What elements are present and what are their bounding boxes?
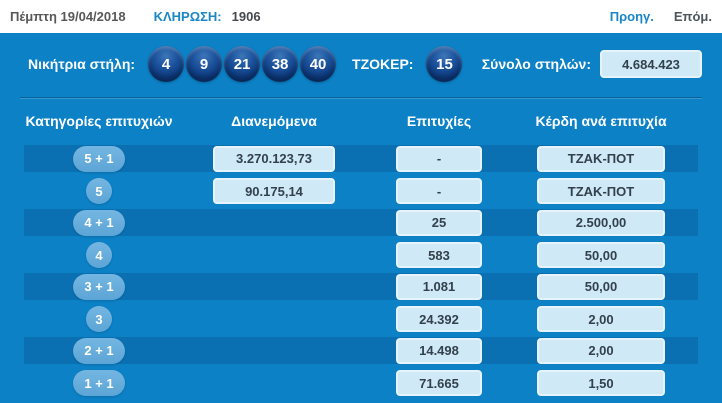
category-cell: 3 xyxy=(24,306,174,332)
column-header: Κέρδη ανά επιτυχία xyxy=(535,113,667,129)
table-row: 3 24.392 2,00 xyxy=(24,303,698,335)
winners-cell: - xyxy=(374,178,504,204)
draw-date: Πέμπτη 19/04/2018 xyxy=(10,9,126,24)
table-row: 5 + 1 3.270.123,73 - ΤΖΑΚ-ΠΟΤ xyxy=(24,143,698,175)
draw-navigation: Προηγ. Επόμ. xyxy=(610,9,712,24)
winners-value: 71.665 xyxy=(396,370,482,396)
winners-cell: 25 xyxy=(374,209,504,236)
category-badge: 5 xyxy=(86,178,112,204)
winners-cell: 583 xyxy=(374,242,504,268)
table-row: 3 + 1 1.081 50,00 xyxy=(24,271,698,303)
draw-label: ΚΛΗΡΩΣΗ: xyxy=(153,9,222,24)
category-badge: 3 + 1 xyxy=(73,273,125,300)
prize-value: 2.500,00 xyxy=(537,209,665,236)
category-cell: 4 + 1 xyxy=(24,209,174,236)
winners-value: 583 xyxy=(396,242,482,268)
header-divider xyxy=(20,97,702,99)
distributed-cell: 3.270.123,73 xyxy=(174,145,374,172)
prize-cell: 1,50 xyxy=(504,370,698,396)
prize-value: 1,50 xyxy=(537,370,665,396)
table-row: 2 + 1 14.498 2,00 xyxy=(24,335,698,367)
distributed-cell: 90.175,14 xyxy=(174,178,374,204)
category-cell: 3 + 1 xyxy=(24,273,174,300)
winning-number-ball: 21 xyxy=(224,46,261,82)
category-cell: 5 xyxy=(24,178,174,204)
distributed-value: 3.270.123,73 xyxy=(213,145,335,172)
winners-cell: 24.392 xyxy=(374,306,504,332)
prize-value: ΤΖΑΚ-ΠΟΤ xyxy=(537,145,665,172)
category-badge: 2 + 1 xyxy=(73,337,125,364)
prize-cell: 2,00 xyxy=(504,306,698,332)
prize-value: 2,00 xyxy=(537,337,665,364)
column-header: Επιτυχίες xyxy=(406,113,472,129)
results-panel: Νικήτρια στήλη: 4 9 21 38 40 ΤΖΟΚΕΡ: 15 Σύνο… xyxy=(0,33,722,403)
winning-column-label: Νικήτρια στήλη: xyxy=(28,56,136,72)
winners-value: - xyxy=(396,145,482,172)
winning-numbers: 4 9 21 38 40 xyxy=(148,46,337,82)
winners-cell: - xyxy=(374,145,504,172)
total-columns: Σύνολο στηλών: 4.684.423 xyxy=(482,50,702,78)
winners-value: 25 xyxy=(396,209,482,236)
table-row: 5 90.175,14 - ΤΖΑΚ-ΠΟΤ xyxy=(24,175,698,207)
prize-cell: 50,00 xyxy=(504,273,698,300)
category-cell: 1 + 1 xyxy=(24,370,174,396)
winners-value: 14.498 xyxy=(396,337,482,364)
category-badge: 1 + 1 xyxy=(73,370,125,396)
winners-cell: 1.081 xyxy=(374,273,504,300)
winning-number-ball: 40 xyxy=(300,46,337,82)
column-header: Διανεμόμενα xyxy=(231,113,317,129)
draw-info: Πέμπτη 19/04/2018 ΚΛΗΡΩΣΗ: 1906 xyxy=(10,9,261,24)
previous-draw-link[interactable]: Προηγ. xyxy=(609,9,654,24)
prize-value: 2,00 xyxy=(537,306,665,332)
next-draw-link[interactable]: Επόμ. xyxy=(673,9,712,24)
category-badge: 4 xyxy=(86,242,112,268)
category-cell: 2 + 1 xyxy=(24,337,174,364)
table-header: Κατηγορίες επιτυχιών Διανεμόμενα Επιτυχίες… xyxy=(24,106,698,136)
category-badge: 4 + 1 xyxy=(73,209,125,236)
prize-value: ΤΖΑΚ-ΠΟΤ xyxy=(537,178,665,204)
table-row: 1 + 1 71.665 1,50 xyxy=(24,367,698,399)
prize-value: 50,00 xyxy=(537,242,665,268)
prize-cell: 2,00 xyxy=(504,337,698,364)
prize-cell: 50,00 xyxy=(504,242,698,268)
prize-cell: ΤΖΑΚ-ΠΟΤ xyxy=(504,145,698,172)
category-badge: 3 xyxy=(86,306,112,332)
draw-number: 1906 xyxy=(231,9,261,24)
prize-value: 50,00 xyxy=(537,273,665,300)
winners-cell: 14.498 xyxy=(374,337,504,364)
distributed-value: 90.175,14 xyxy=(213,178,335,204)
prize-cell: ΤΖΑΚ-ΠΟΤ xyxy=(504,178,698,204)
category-cell: 5 + 1 xyxy=(24,145,174,172)
winning-numbers-row: Νικήτρια στήλη: 4 9 21 38 40 ΤΖΟΚΕΡ: 15 Σύνο… xyxy=(0,33,722,82)
winners-value: - xyxy=(396,178,482,204)
results-table: 5 + 1 3.270.123,73 - ΤΖΑΚ-ΠΟΤ 5 90.175,14 - ΤΖΑ… xyxy=(0,143,722,399)
winners-value: 24.392 xyxy=(396,306,482,332)
joker-ball: 15 xyxy=(426,46,463,82)
prize-cell: 2.500,00 xyxy=(504,209,698,236)
table-row: 4 583 50,00 xyxy=(24,239,698,271)
table-row: 4 + 1 25 2.500,00 xyxy=(24,207,698,239)
topbar: Πέμπτη 19/04/2018 ΚΛΗΡΩΣΗ: 1906 Προηγ. Ε… xyxy=(0,0,722,33)
joker-label: ΤΖΟΚΕΡ: xyxy=(352,56,414,72)
winners-value: 1.081 xyxy=(396,273,482,300)
winners-cell: 71.665 xyxy=(374,370,504,396)
winning-number-ball: 9 xyxy=(186,46,223,82)
total-columns-value: 4.684.423 xyxy=(600,50,702,78)
category-badge: 5 + 1 xyxy=(73,145,125,172)
winning-number-ball: 38 xyxy=(262,46,299,82)
winning-number-ball: 4 xyxy=(148,46,185,82)
category-cell: 4 xyxy=(24,242,174,268)
column-header: Κατηγορίες επιτυχιών xyxy=(25,113,173,129)
total-columns-label: Σύνολο στηλών: xyxy=(481,56,591,72)
